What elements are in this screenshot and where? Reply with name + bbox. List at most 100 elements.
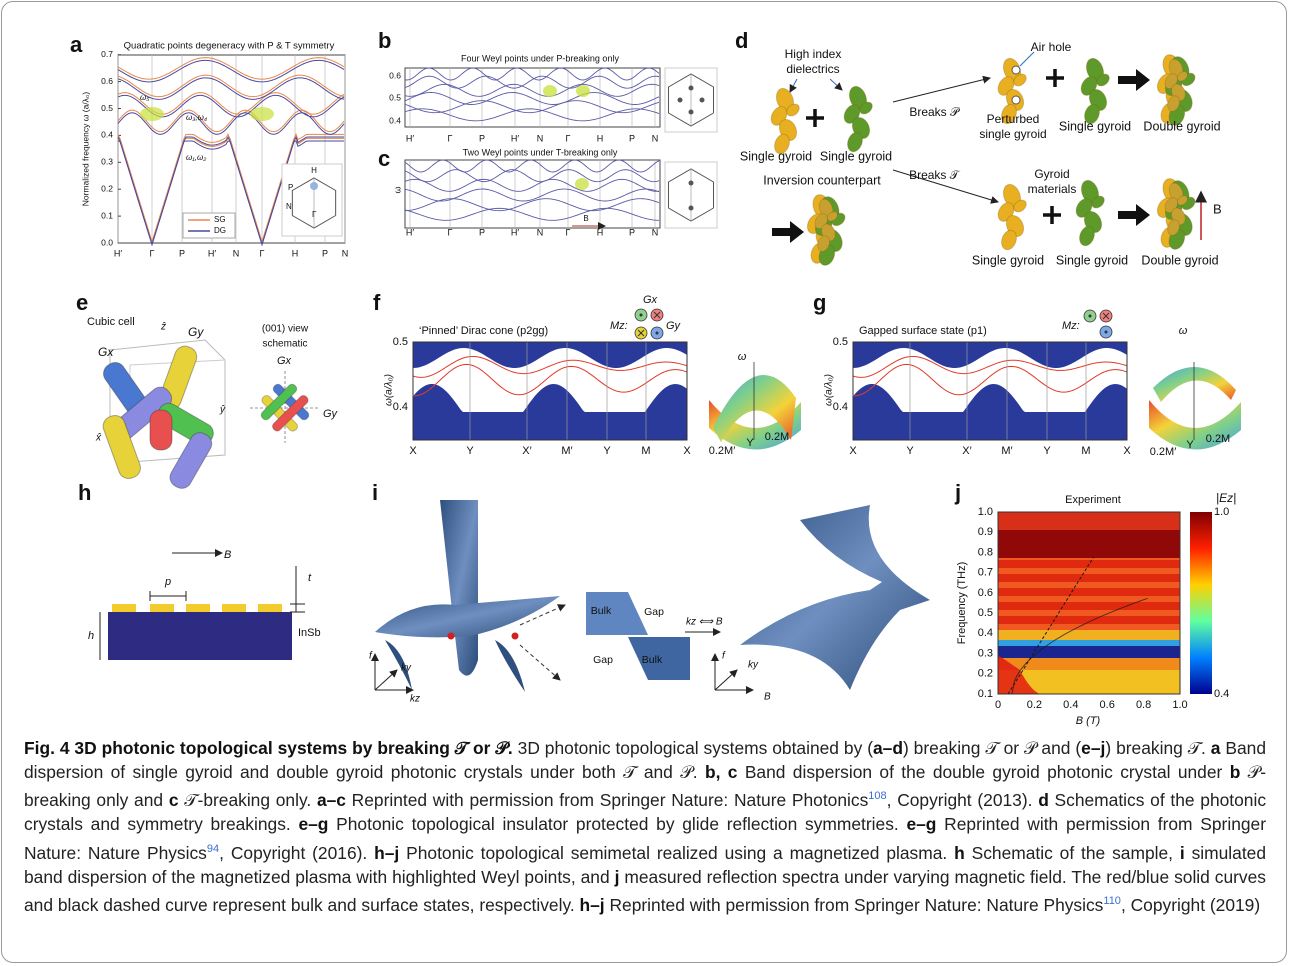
heatmap-row: [998, 608, 1180, 611]
heatmap-row: [998, 558, 1180, 561]
caption-text: Schematic of the sample,: [964, 842, 1180, 863]
field-label: B: [224, 549, 231, 561]
reference[interactable]: 108: [868, 790, 887, 803]
x-tick-label: P: [629, 133, 635, 143]
heatmap-row: [998, 544, 1180, 547]
bz-label: N: [286, 202, 292, 211]
arrow: [892, 169, 999, 204]
panel-label: b: [378, 28, 391, 53]
symbol-mark: [653, 311, 661, 319]
heatmap-row: [998, 646, 1180, 649]
y-tick-label: 0.9: [978, 526, 993, 538]
axis: [374, 669, 398, 691]
weyl-highlight: [576, 85, 590, 97]
heatmap-row: [998, 632, 1180, 635]
x-tick-label: Γ: [260, 248, 265, 258]
panel-label: a: [70, 32, 83, 57]
reference[interactable]: 94: [206, 842, 220, 855]
weyl-surface: [440, 500, 478, 676]
x-tick-label: N: [342, 248, 349, 258]
y-tick-label: 0.4: [978, 627, 993, 639]
annotation: materials: [1028, 182, 1077, 196]
surface-label: 0.2M: [1206, 433, 1230, 445]
region-label: Bulk: [591, 605, 612, 617]
band-curve: [117, 57, 345, 80]
y-tick-label: 0.4: [833, 401, 848, 413]
band-curve: [117, 112, 345, 135]
heatmap-region: [998, 655, 1040, 694]
caption-label: Single gyroid: [972, 253, 1044, 267]
heatmap-row: [998, 642, 1180, 645]
air-hole: [1011, 65, 1021, 75]
heatmap-row: [998, 652, 1180, 655]
caption-text: e–g: [298, 814, 329, 835]
weyl-highlight: [575, 178, 589, 190]
weyl-highlight: [250, 107, 274, 121]
legend-box: [182, 212, 236, 239]
weyl-point: [447, 632, 455, 640]
pointer: [829, 78, 843, 91]
metal-strip: [222, 604, 246, 612]
heatmap-row: [998, 530, 1180, 533]
gyroid-lobe: [817, 235, 830, 252]
heatmap-row: [998, 670, 1180, 673]
gyroid: [997, 57, 1027, 125]
y-tick-label: 0.4: [101, 130, 113, 140]
gyroid-lobe: [847, 131, 863, 153]
heatmap-row: [998, 574, 1180, 577]
colorbar-tick: 0.4: [1214, 688, 1229, 700]
symbol-mark: [1088, 314, 1092, 318]
caption-text: ) breaking 𝒯.: [1105, 738, 1211, 758]
band-curve: [412, 355, 688, 378]
caption-text: b: [1229, 762, 1241, 783]
band-curve: [404, 159, 660, 173]
dimension-label: t: [308, 572, 312, 584]
y-tick-label: 0.5: [833, 336, 848, 348]
caption-label: Double gyroid: [1143, 119, 1220, 133]
y-tick-label: 0.5: [978, 607, 993, 619]
axis-label: x̂: [95, 432, 102, 444]
heatmap-row: [998, 684, 1180, 687]
gyroid-lobe: [1001, 229, 1017, 251]
heatmap-row: [998, 546, 1180, 549]
weyl-highlight: [543, 85, 557, 97]
bz-label: H: [311, 166, 317, 175]
caption-text: h: [954, 842, 965, 863]
surface-label: 0.2M: [765, 431, 789, 443]
x-tick-label: H′: [511, 133, 519, 143]
y-tick-label: 0.2: [101, 183, 113, 193]
x-tick-label: H: [597, 133, 604, 143]
band-curve: [404, 207, 660, 221]
heatmap-row: [998, 692, 1180, 695]
x-tick-label: H′: [406, 227, 414, 237]
x-tick-label: 0.6: [1100, 699, 1115, 711]
panel-title: Experiment: [1065, 494, 1121, 506]
heatmap-row: [998, 680, 1180, 683]
dimension-label: h: [88, 630, 94, 642]
x-tick-label: N: [233, 248, 240, 258]
insb-substrate: [108, 612, 292, 660]
weyl-surface: [375, 596, 560, 638]
x-tick-label: M: [641, 445, 650, 457]
y-tick-label: 0.2: [978, 668, 993, 680]
band-gap: [413, 348, 687, 412]
x-tick-label: Y: [466, 445, 474, 457]
caption-text: e–g: [906, 814, 937, 835]
weyl-point: [688, 205, 694, 211]
weyl-highlight: [140, 107, 164, 121]
heatmap-row: [998, 612, 1180, 615]
pointer: [789, 78, 798, 93]
band-curve: [404, 67, 660, 81]
x-tick-label: N: [652, 133, 659, 143]
x-tick-label: 0.8: [1136, 699, 1151, 711]
caption-label: Breaks 𝒯: [909, 168, 961, 182]
reference[interactable]: 110: [1103, 894, 1121, 907]
caption-text: ) breaking 𝒯 or 𝒫 and (: [902, 738, 1082, 758]
heatmap-row: [998, 674, 1180, 677]
figure-caption: Fig. 4 3D photonic topological systems b…: [24, 736, 1266, 917]
band-curve: [412, 363, 688, 397]
gyroid-lobe: [1176, 195, 1188, 206]
panel-label: j: [954, 480, 961, 505]
y-tick-label: 0.7: [101, 49, 113, 59]
